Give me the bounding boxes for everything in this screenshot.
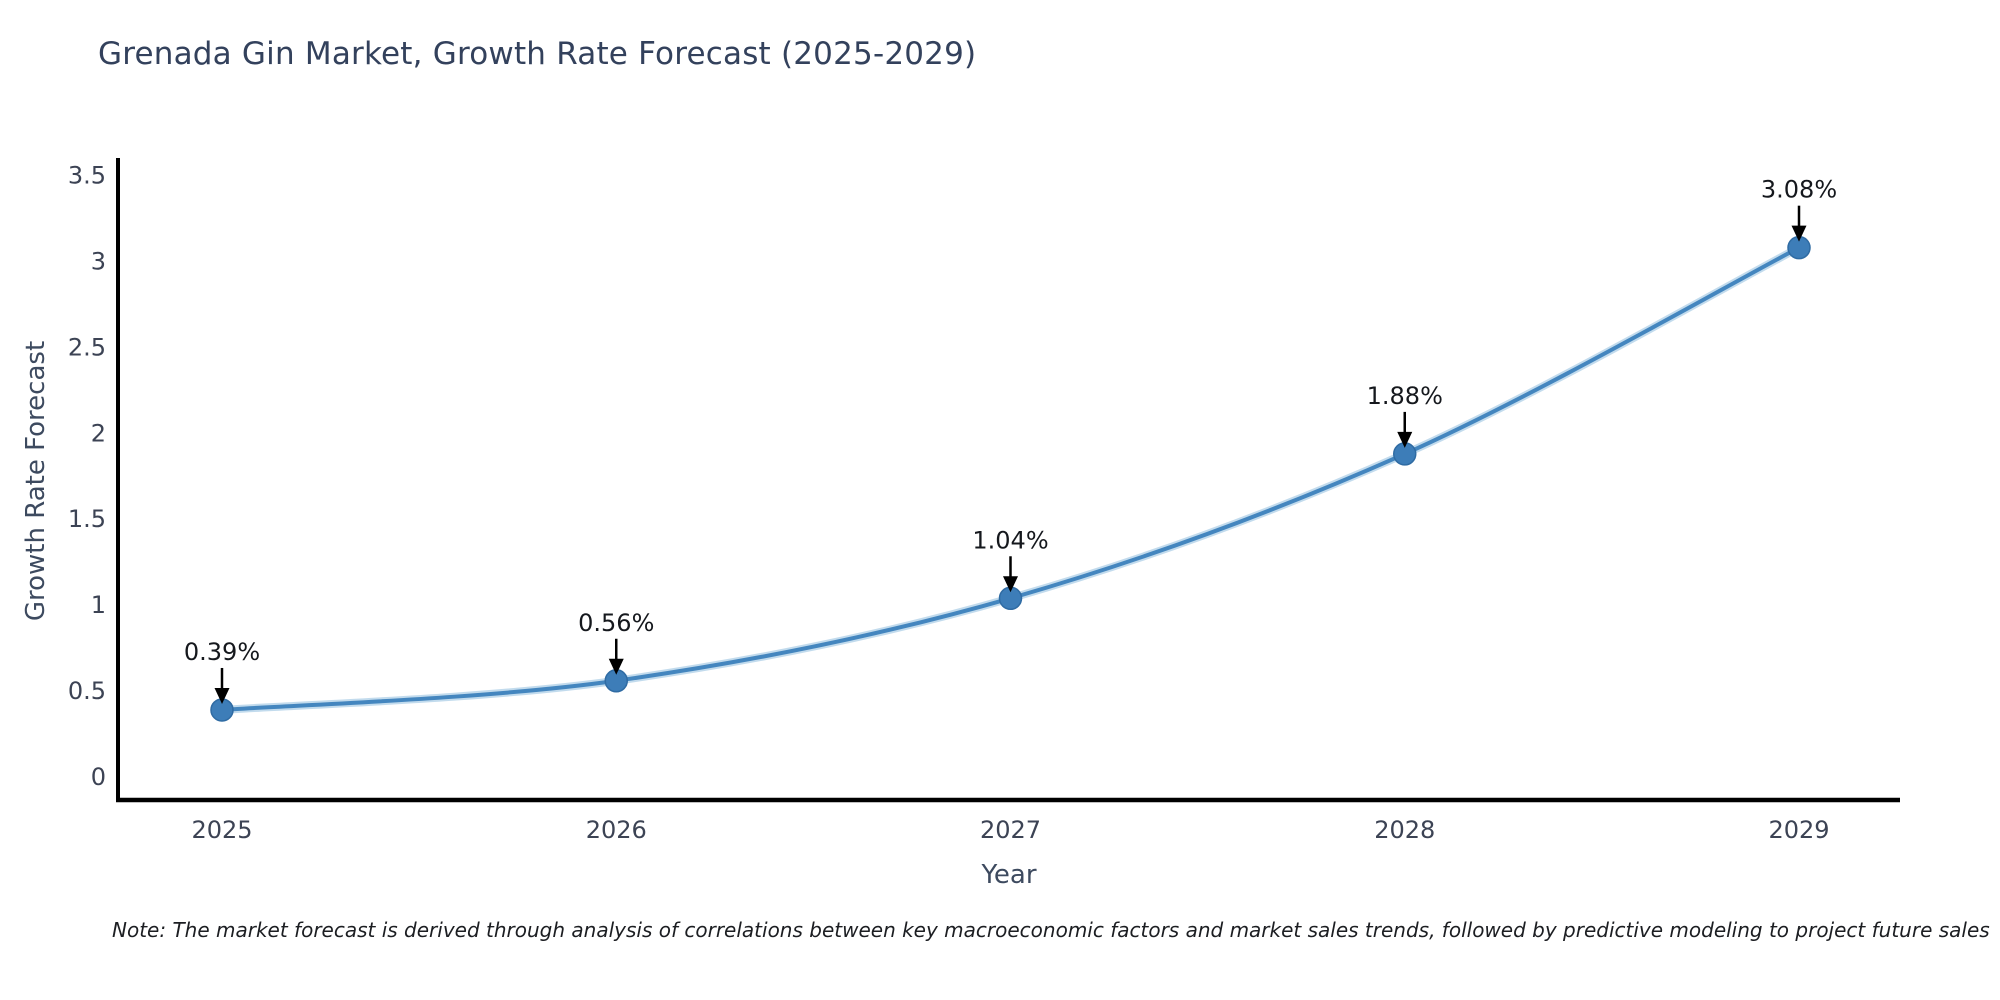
forecast-line (220, 245, 1801, 712)
x-tick-label: 2027 (980, 816, 1041, 844)
footnote: Note: The market forecast is derived thr… (112, 918, 1990, 942)
data-point-label: 0.39% (184, 638, 260, 666)
annotation-arrow-head (1791, 225, 1807, 242)
annotation-arrow-head (214, 687, 230, 704)
y-tick-label: 2 (91, 419, 106, 447)
y-tick-label: 1 (91, 591, 106, 619)
x-tick-label: 2025 (191, 816, 252, 844)
y-tick-label: 0 (91, 763, 106, 791)
data-point-label: 1.88% (1367, 382, 1443, 410)
y-tick-label: 2.5 (68, 333, 106, 361)
data-point-label: 1.04% (972, 526, 1048, 554)
chart-title: Grenada Gin Market, Growth Rate Forecast… (98, 36, 977, 72)
data-point-label: 3.08% (1761, 176, 1837, 204)
x-tick-label: 2028 (1374, 816, 1435, 844)
annotation-arrow-head (1003, 576, 1018, 593)
y-tick-label: 1.5 (68, 505, 106, 533)
y-tick-label: 0.5 (68, 677, 106, 705)
annotation-arrow-head (1397, 431, 1413, 448)
y-tick-label: 3 (91, 247, 106, 275)
y-tick-label: 3.5 (68, 161, 106, 189)
annotation-arrow-head (608, 658, 624, 675)
x-tick-label: 2026 (586, 816, 647, 844)
data-point-label: 0.56% (578, 609, 654, 637)
x-tick-label: 2029 (1768, 816, 1829, 844)
forecast-line-halo (218, 243, 1803, 714)
x-axis-label: Year (981, 860, 1037, 890)
